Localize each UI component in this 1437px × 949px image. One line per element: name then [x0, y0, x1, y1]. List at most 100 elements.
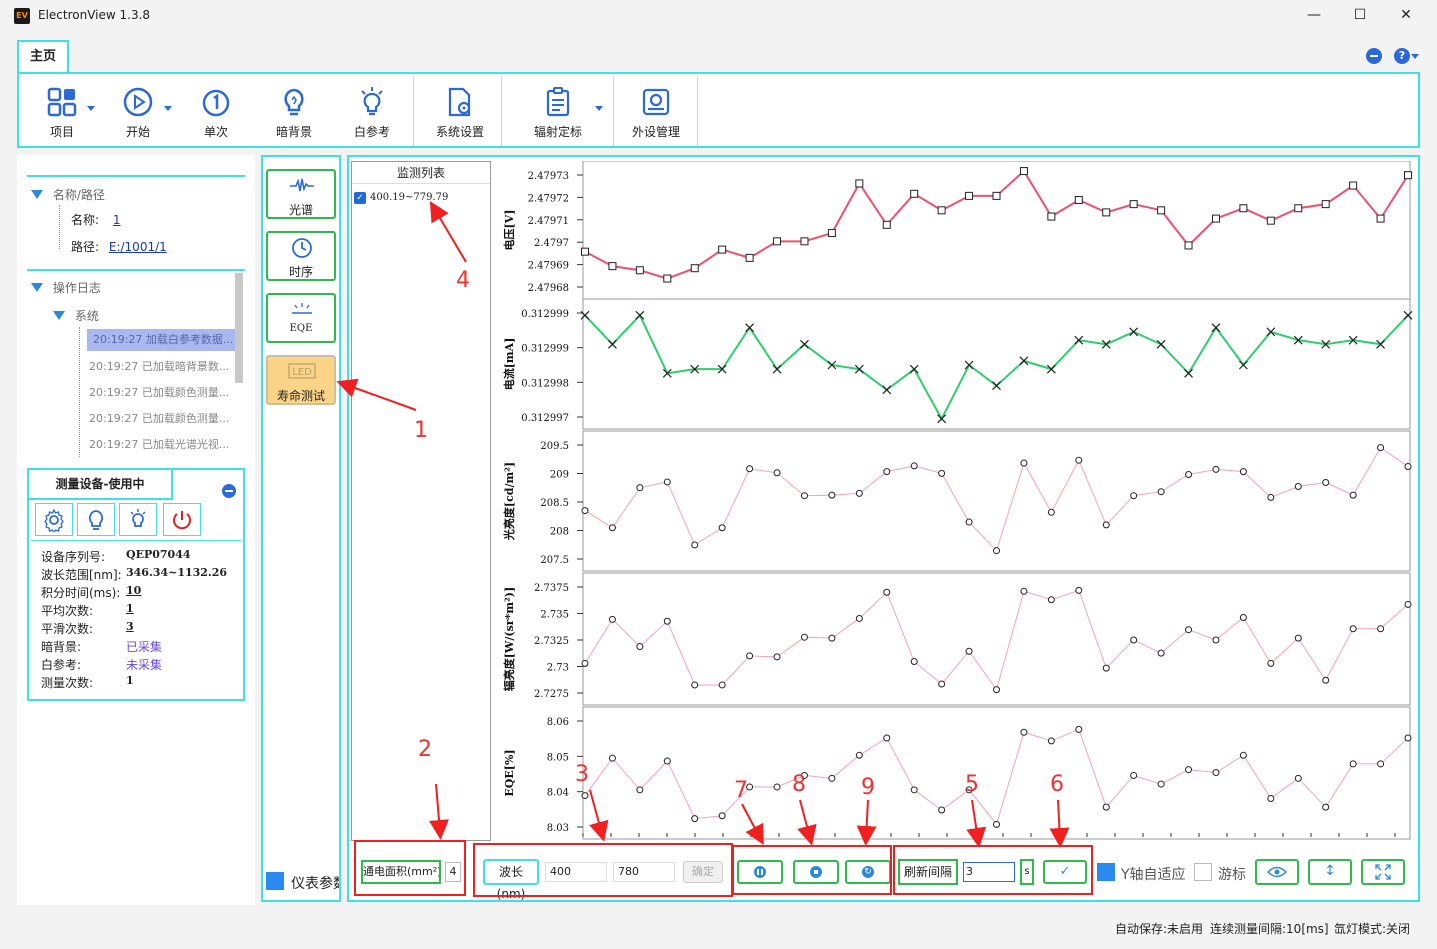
chart-point	[773, 783, 781, 791]
confirm-button[interactable]: 确定	[683, 861, 723, 883]
area-label: 通电面积(mm²)	[361, 860, 441, 884]
chart-point	[882, 220, 891, 229]
mode-spectrum-button[interactable]: 光谱	[266, 169, 336, 219]
chart-point	[663, 617, 671, 625]
tab-home[interactable]: 主页	[17, 40, 69, 73]
start-label: 开始	[125, 125, 150, 139]
minimize-button[interactable]: —	[1307, 7, 1321, 23]
fullscreen-button[interactable]	[1361, 859, 1405, 885]
cursor-checkbox[interactable]	[1194, 863, 1212, 881]
light-emit-icon	[292, 303, 312, 314]
chart-point	[1020, 459, 1028, 467]
chart-point	[636, 643, 644, 651]
checkbox-checked-icon[interactable]: ✓	[354, 192, 366, 204]
device-power-button[interactable]	[163, 503, 201, 536]
collapse-icon[interactable]	[222, 484, 236, 498]
path-value[interactable]: E:/1001/1	[108, 240, 167, 254]
peripheral-management-button[interactable]: 外设管理	[621, 82, 691, 144]
system-settings-button[interactable]: 系统设置	[425, 82, 495, 144]
path-row: 路径: E:/1001/1	[71, 238, 167, 255]
annotation-9: 9	[861, 775, 875, 800]
apply-button[interactable]: ✓	[1043, 860, 1087, 884]
mode-timeseries-button[interactable]: 时序	[266, 231, 336, 281]
chart-ylabel: 辐亮度[W/(sr*m²)]	[502, 587, 516, 691]
log-item[interactable]: 20:19:27 已加载光谱光视...	[89, 438, 230, 451]
log-item[interactable]: 20:19:27 已加载颜色测量...	[89, 386, 230, 399]
mode-eqe-button[interactable]: EQE	[266, 293, 336, 343]
log-item[interactable]: 20:19:27 已加载暗背景数...	[89, 360, 230, 373]
clock-icon	[292, 238, 312, 258]
ribbon-separator	[413, 76, 414, 146]
annotation-6: 6	[1050, 772, 1064, 797]
device-settings-button[interactable]	[35, 503, 73, 536]
annotation-3: 3	[575, 762, 589, 787]
log-item[interactable]: 20:19:27 加载白参考数据...	[87, 329, 237, 351]
peripheral-icon	[642, 88, 670, 116]
chart-point	[883, 468, 891, 476]
dark-background-button[interactable]: 暗背景	[259, 82, 329, 144]
chart-ylabel: 电流[mA]	[502, 338, 516, 391]
view-button[interactable]	[1255, 859, 1299, 885]
chevron-down-icon[interactable]	[1411, 54, 1419, 59]
mode-spectrum-label: 光谱	[288, 203, 313, 217]
help-icon[interactable]: ?	[1394, 48, 1410, 64]
refresh-interval-input[interactable]: 3	[963, 862, 1015, 882]
chart-point	[855, 614, 863, 622]
chart-point	[1404, 171, 1412, 180]
chart-point	[718, 524, 726, 532]
chevron-down-icon[interactable]	[164, 106, 172, 111]
meter-params-checkbox[interactable]	[266, 872, 284, 890]
chart-point	[1348, 335, 1358, 345]
wavelength-to-input[interactable]: 780	[613, 862, 675, 882]
area-input[interactable]: 4	[445, 862, 461, 882]
stop-button[interactable]	[793, 860, 839, 884]
maximize-button[interactable]: ☐	[1353, 7, 1367, 23]
chart-point	[608, 524, 616, 532]
monitor-item[interactable]: 400.19~779.79	[370, 192, 449, 203]
vertical-arrows-icon: ↕	[1324, 863, 1336, 879]
pause-button[interactable]	[737, 860, 783, 884]
device-dark-button[interactable]	[77, 503, 115, 536]
ribbon-separator	[501, 76, 502, 146]
log-scrollbar[interactable]	[235, 273, 243, 383]
white-reference-button[interactable]: 白参考	[337, 82, 407, 144]
device-info-row: 测量次数: 1	[41, 674, 241, 692]
chevron-down-icon[interactable]	[595, 106, 603, 111]
device-white-button[interactable]	[119, 503, 157, 536]
expand-icon	[1375, 864, 1391, 880]
device-info-key: 白参考:	[41, 658, 82, 672]
y-auto-checkbox[interactable]	[1097, 863, 1115, 881]
log-item[interactable]: 20:19:27 已加载颜色测量...	[89, 412, 230, 425]
vertical-fit-button[interactable]: ↕	[1308, 859, 1352, 885]
chart-ytick-label: 2.735	[540, 610, 569, 621]
chart-point	[1404, 462, 1412, 470]
bulb-dark-icon	[284, 88, 304, 116]
chart-point	[938, 680, 946, 688]
annotation-arrow-8	[797, 799, 817, 846]
collapse-ribbon-icon[interactable]	[1366, 48, 1382, 64]
window-title: ElectronView 1.3.8	[38, 8, 151, 22]
app-logo: EV	[14, 8, 30, 24]
chart-point	[1211, 323, 1221, 333]
chart-point	[1322, 803, 1330, 811]
wavelength-from-input[interactable]: 400	[545, 862, 607, 882]
project-button[interactable]: 项目	[27, 82, 97, 144]
mode-lifetime-button[interactable]: LED 寿命测试	[266, 355, 336, 405]
chart-ytick-label: 8.06	[547, 717, 569, 728]
close-button[interactable]: ✕	[1400, 7, 1412, 23]
svg-text:LED: LED	[292, 367, 312, 378]
log-group[interactable]: 系统	[53, 307, 99, 324]
name-value[interactable]: 1	[112, 213, 121, 227]
radiometric-calibration-button[interactable]: 辐射定标	[523, 82, 593, 144]
device-info: 设备序列号: QEP07044 波长范围[nm]: 346.34~1132.26 积分时…	[41, 548, 241, 692]
log-header[interactable]: 操作日志	[31, 279, 101, 296]
tree-header[interactable]: 名称/路径	[31, 186, 105, 203]
chevron-down-icon[interactable]	[87, 106, 95, 111]
chart-point	[718, 812, 726, 820]
system-settings-label: 系统设置	[435, 125, 484, 139]
device-info-row: 平均次数: 1	[41, 602, 241, 620]
device-info-value: 1	[126, 602, 134, 615]
single-button[interactable]: 单次	[181, 82, 251, 144]
start-button[interactable]: 开始	[103, 82, 173, 144]
chart-point	[1020, 728, 1028, 736]
